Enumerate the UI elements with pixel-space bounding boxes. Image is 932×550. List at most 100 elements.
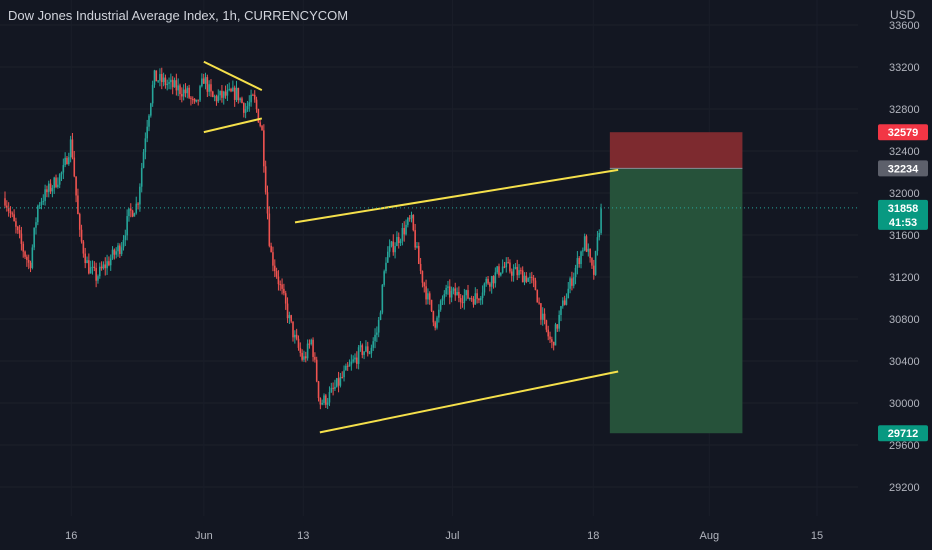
candle-body xyxy=(86,260,88,264)
candle-body xyxy=(140,167,143,187)
price-tag-current xyxy=(878,199,928,230)
candle-body xyxy=(416,245,418,248)
candle-body xyxy=(314,356,316,360)
candle-body xyxy=(549,336,551,340)
candle-body xyxy=(479,298,482,301)
candle-body xyxy=(100,266,103,269)
candle-body xyxy=(407,218,409,225)
candle-body xyxy=(374,334,376,342)
candle-body xyxy=(11,213,14,215)
candle-body xyxy=(512,269,515,276)
y-tick-label: 31200 xyxy=(889,272,920,284)
candle-body xyxy=(582,250,584,252)
candle-body xyxy=(310,339,313,344)
candle-body xyxy=(171,79,174,88)
candle-body xyxy=(49,183,52,192)
candle-body xyxy=(263,130,265,167)
candle-body xyxy=(206,77,209,92)
candle-body xyxy=(78,214,81,230)
candle-body xyxy=(46,189,48,193)
candle-body xyxy=(341,376,344,378)
candle-body xyxy=(135,203,138,214)
candle-body xyxy=(366,346,369,354)
candle-body xyxy=(600,208,602,233)
candle-body xyxy=(38,204,41,206)
candle-body xyxy=(403,228,406,235)
candle-body xyxy=(527,278,529,282)
candle-body xyxy=(215,96,218,102)
price-tag-label: 29712 xyxy=(888,428,919,440)
candle-body xyxy=(235,87,238,100)
candle-body xyxy=(392,241,395,253)
candle-body xyxy=(175,80,178,91)
position-zones xyxy=(609,132,743,434)
candle-body xyxy=(370,347,373,354)
candle-body xyxy=(509,262,511,272)
candle-body xyxy=(115,251,117,255)
candle-body xyxy=(20,233,23,244)
candle-body xyxy=(40,201,43,205)
candle-body xyxy=(68,157,70,165)
x-tick-label: Jul xyxy=(445,530,459,542)
candle-body xyxy=(521,270,524,283)
price-axis[interactable]: 29200 29600 30000 30400 30800 31200 31600 32000… xyxy=(889,20,920,494)
candle-body xyxy=(592,265,595,275)
y-tick-label: 32400 xyxy=(889,146,920,158)
candle-body xyxy=(589,248,591,259)
candle-body xyxy=(195,99,198,102)
candle-body xyxy=(551,339,553,342)
candle-body xyxy=(448,286,451,298)
candle-body xyxy=(66,157,68,165)
candle-body xyxy=(319,397,322,405)
candle-body xyxy=(459,298,462,303)
candle-body xyxy=(93,266,96,269)
candle-body xyxy=(188,87,190,98)
candle-body xyxy=(315,359,318,382)
y-tick-label: 30400 xyxy=(889,356,920,368)
candle-body xyxy=(368,353,371,355)
candle-body xyxy=(259,122,261,126)
candle-body xyxy=(556,324,559,329)
candle-body xyxy=(27,259,30,263)
candle-body xyxy=(596,237,599,252)
candle-body xyxy=(113,249,116,255)
candle-body xyxy=(197,99,200,101)
candle-body xyxy=(492,276,495,284)
candle-body xyxy=(15,221,17,227)
time-axis[interactable]: 16 Jun 13 Jul 18 Aug 15 xyxy=(65,530,823,542)
candle-body xyxy=(272,252,274,266)
candle-body xyxy=(525,275,528,282)
y-tick-label: 29600 xyxy=(889,440,920,452)
candle-body xyxy=(483,283,486,293)
candle-body xyxy=(250,94,252,103)
candle-body xyxy=(474,293,477,305)
candle-body xyxy=(591,258,593,266)
candle-body xyxy=(443,294,446,299)
candle-body xyxy=(159,74,161,81)
candle-body xyxy=(98,266,101,277)
candle-body xyxy=(438,309,440,318)
candle-body xyxy=(106,261,108,269)
candle-body xyxy=(576,258,579,268)
candle-body xyxy=(294,334,296,338)
candle-body xyxy=(383,271,385,285)
candle-body xyxy=(31,247,34,268)
candle-body xyxy=(580,251,582,264)
candle-body xyxy=(179,85,181,95)
candle-body xyxy=(339,376,342,386)
candle-body xyxy=(531,276,533,278)
candle-body xyxy=(42,200,45,202)
candle-body xyxy=(520,270,522,272)
x-tick-label: Aug xyxy=(699,530,719,542)
candle-body xyxy=(202,78,205,84)
candle-body xyxy=(62,165,65,173)
candle-body xyxy=(452,288,455,291)
candle-body xyxy=(377,319,380,333)
candle-body xyxy=(264,166,267,193)
candle-body xyxy=(35,222,37,228)
candle-body xyxy=(139,186,141,205)
candle-body xyxy=(18,230,21,234)
candle-body xyxy=(69,139,72,158)
x-tick-label: 16 xyxy=(65,530,77,542)
